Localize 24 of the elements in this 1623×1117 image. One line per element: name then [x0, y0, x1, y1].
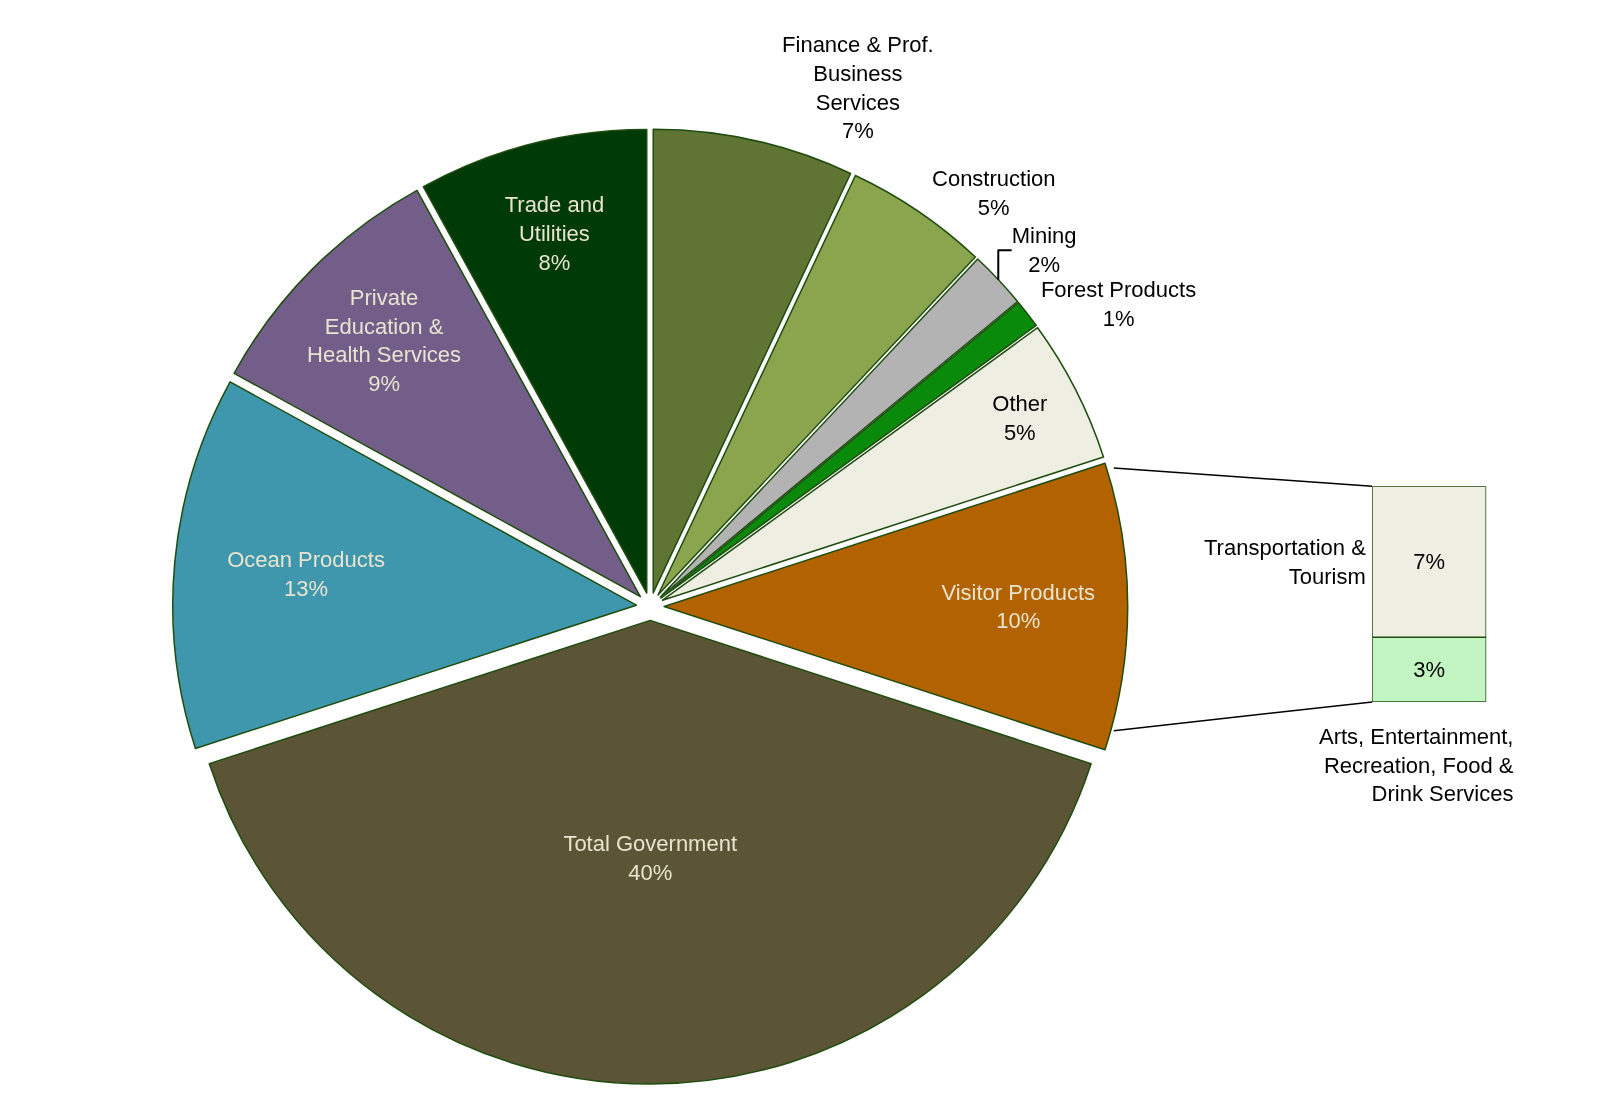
- slice-label: Finance & Prof. Business Services: [782, 32, 934, 115]
- data-label: 13%: [283, 575, 329, 601]
- slice-label: Trade and Utilities: [504, 192, 605, 246]
- data-label: 8%: [538, 249, 571, 275]
- data-label: 1%: [1102, 305, 1135, 331]
- slice-label: Forest Products: [1040, 276, 1197, 302]
- slice-label: Total Government: [563, 831, 738, 857]
- slice-label: Private Education & Health Services: [307, 284, 462, 368]
- slice-label: Ocean Products: [227, 547, 385, 573]
- slice-label: Mining: [1011, 223, 1077, 249]
- data-label: 3%: [1413, 657, 1446, 683]
- data-label: 40%: [628, 859, 673, 885]
- data-label: 7%: [1413, 549, 1446, 575]
- data-label: 5%: [977, 195, 1010, 221]
- data-label: 2%: [1028, 251, 1060, 277]
- data-label: 5%: [1003, 419, 1036, 445]
- series-label: Arts, Entertainment, Recreation, Food & Drink Services: [1319, 724, 1514, 807]
- data-label: 9%: [368, 370, 400, 396]
- data-label: 7%: [841, 118, 874, 144]
- slice-label: Visitor Products: [941, 579, 1096, 605]
- slice-label: Construction: [931, 166, 1056, 192]
- slice-label: Other: [992, 391, 1048, 417]
- data-label: 10%: [996, 608, 1041, 634]
- series-label: Transportation & Tourism: [1204, 535, 1367, 589]
